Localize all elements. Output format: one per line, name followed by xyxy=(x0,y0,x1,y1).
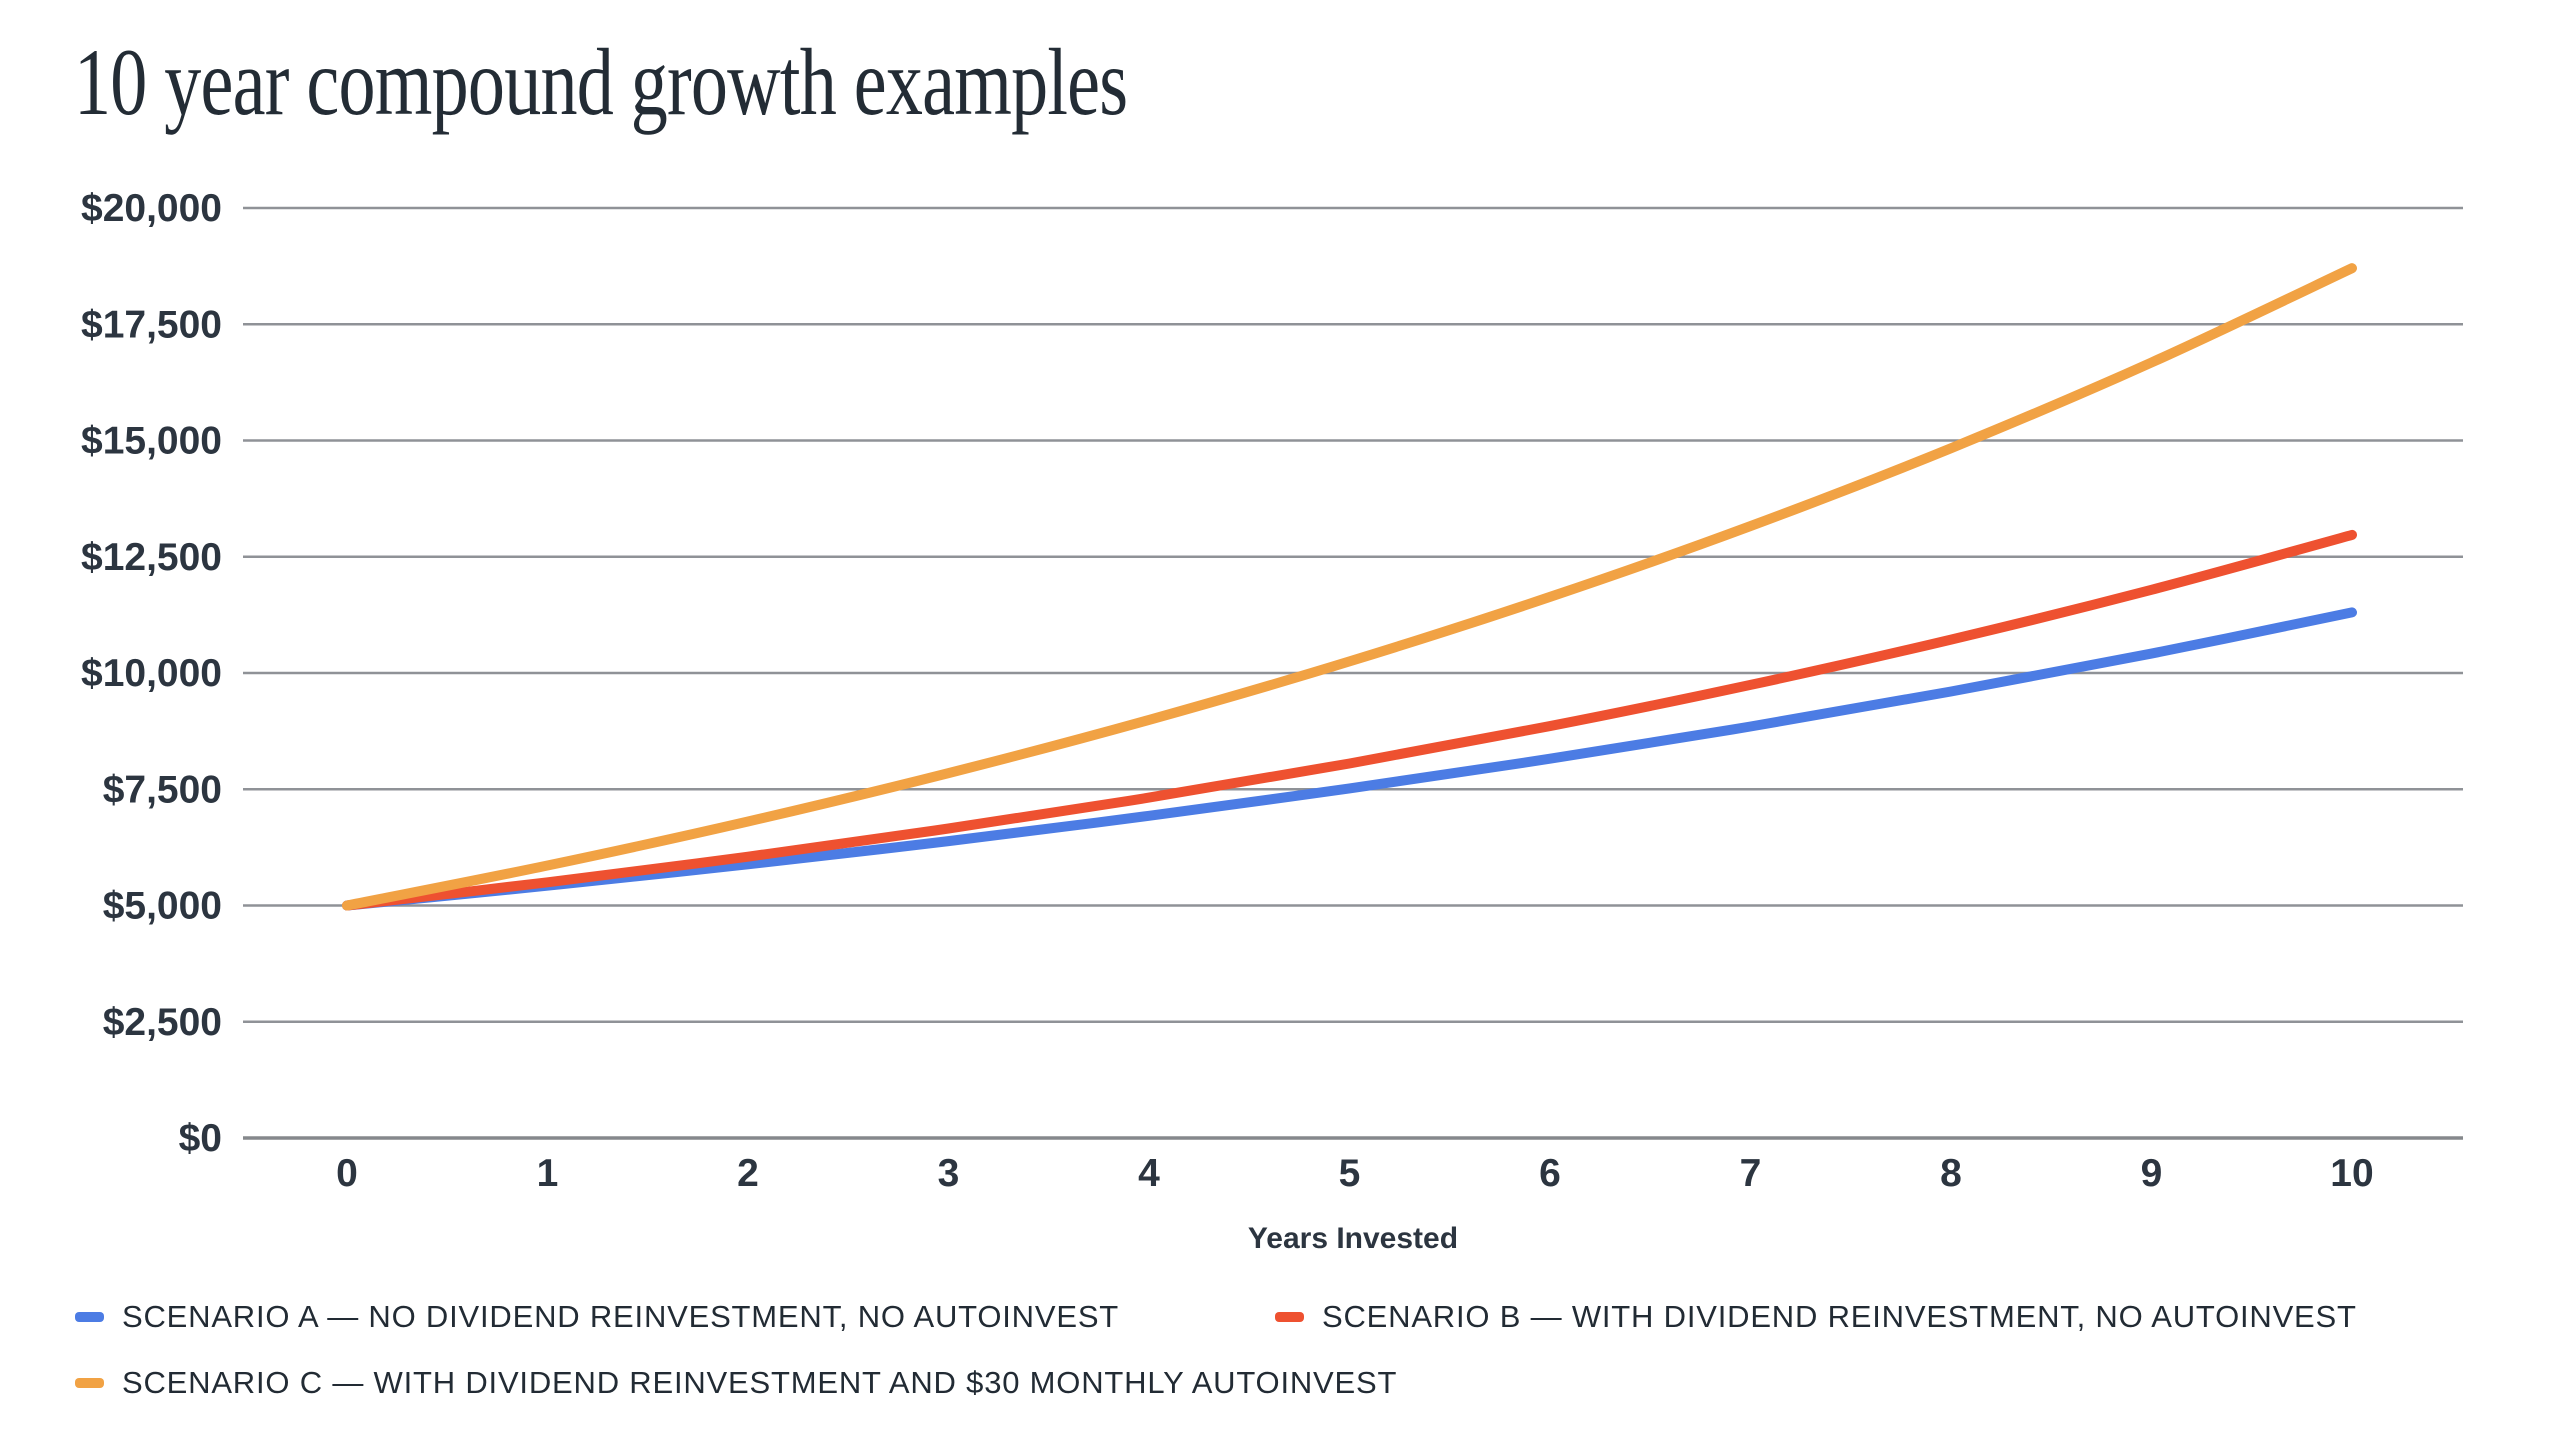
x-tick-label: 2 xyxy=(737,1152,759,1195)
y-tick-label: $7,500 xyxy=(103,768,222,811)
series-line-scenario-b xyxy=(342,529,2357,911)
x-tick-label: 0 xyxy=(336,1152,358,1195)
y-tick-label: $2,500 xyxy=(103,1001,222,1044)
legend: SCENARIO A — NO DIVIDEND REINVESTMENT, N… xyxy=(75,1294,2515,1406)
y-tick-label: $10,000 xyxy=(81,652,222,695)
legend-item-scenario-a: SCENARIO A — NO DIVIDEND REINVESTMENT, N… xyxy=(75,1294,1119,1340)
x-tick-label: 10 xyxy=(2330,1152,2373,1195)
legend-item-scenario-b: SCENARIO B — WITH DIVIDEND REINVESTMENT,… xyxy=(1275,1294,2357,1340)
legend-row: SCENARIO A — NO DIVIDEND REINVESTMENT, N… xyxy=(75,1294,2515,1340)
x-tick-label: 1 xyxy=(537,1152,559,1195)
legend-label-scenario-a: SCENARIO A — NO DIVIDEND REINVESTMENT, N… xyxy=(122,1299,1120,1334)
y-tick-label: $17,500 xyxy=(81,303,222,346)
x-tick-label: 3 xyxy=(938,1152,960,1195)
x-tick-label: 7 xyxy=(1740,1152,1762,1195)
y-tick-label: $20,000 xyxy=(81,187,222,230)
x-tick-label: 4 xyxy=(1138,1152,1160,1195)
legend-item-scenario-c: SCENARIO C — WITH DIVIDEND REINVESTMENT … xyxy=(75,1360,1397,1406)
legend-label-scenario-c: SCENARIO C — WITH DIVIDEND REINVESTMENT … xyxy=(122,1365,1398,1400)
x-tick-label: 8 xyxy=(1940,1152,1962,1195)
series-line-scenario-c xyxy=(342,263,2357,911)
legend-swatch-scenario-c xyxy=(75,1378,104,1388)
legend-swatch-scenario-a xyxy=(75,1312,104,1322)
legend-row: SCENARIO C — WITH DIVIDEND REINVESTMENT … xyxy=(75,1360,2515,1406)
y-tick-label: $5,000 xyxy=(103,885,222,928)
x-axis-title: Years Invested xyxy=(1248,1222,1458,1255)
series-line-scenario-a xyxy=(342,607,2357,911)
y-tick-label: $15,000 xyxy=(81,420,222,463)
x-tick-label: 9 xyxy=(2141,1152,2163,1195)
y-tick-label: $12,500 xyxy=(81,536,222,579)
x-tick-label: 6 xyxy=(1539,1152,1561,1195)
legend-label-scenario-b: SCENARIO B — WITH DIVIDEND REINVESTMENT,… xyxy=(1322,1299,2357,1334)
y-tick-label: $0 xyxy=(179,1117,222,1160)
chart-title: 10 year compound growth examples xyxy=(74,29,1128,135)
x-tick-label: 5 xyxy=(1339,1152,1361,1195)
line-chart: $0 $2,500 $5,000 $7,500 $10,000 $12,500 $15,00… xyxy=(81,187,2463,1255)
legend-swatch-scenario-b xyxy=(1275,1312,1304,1322)
